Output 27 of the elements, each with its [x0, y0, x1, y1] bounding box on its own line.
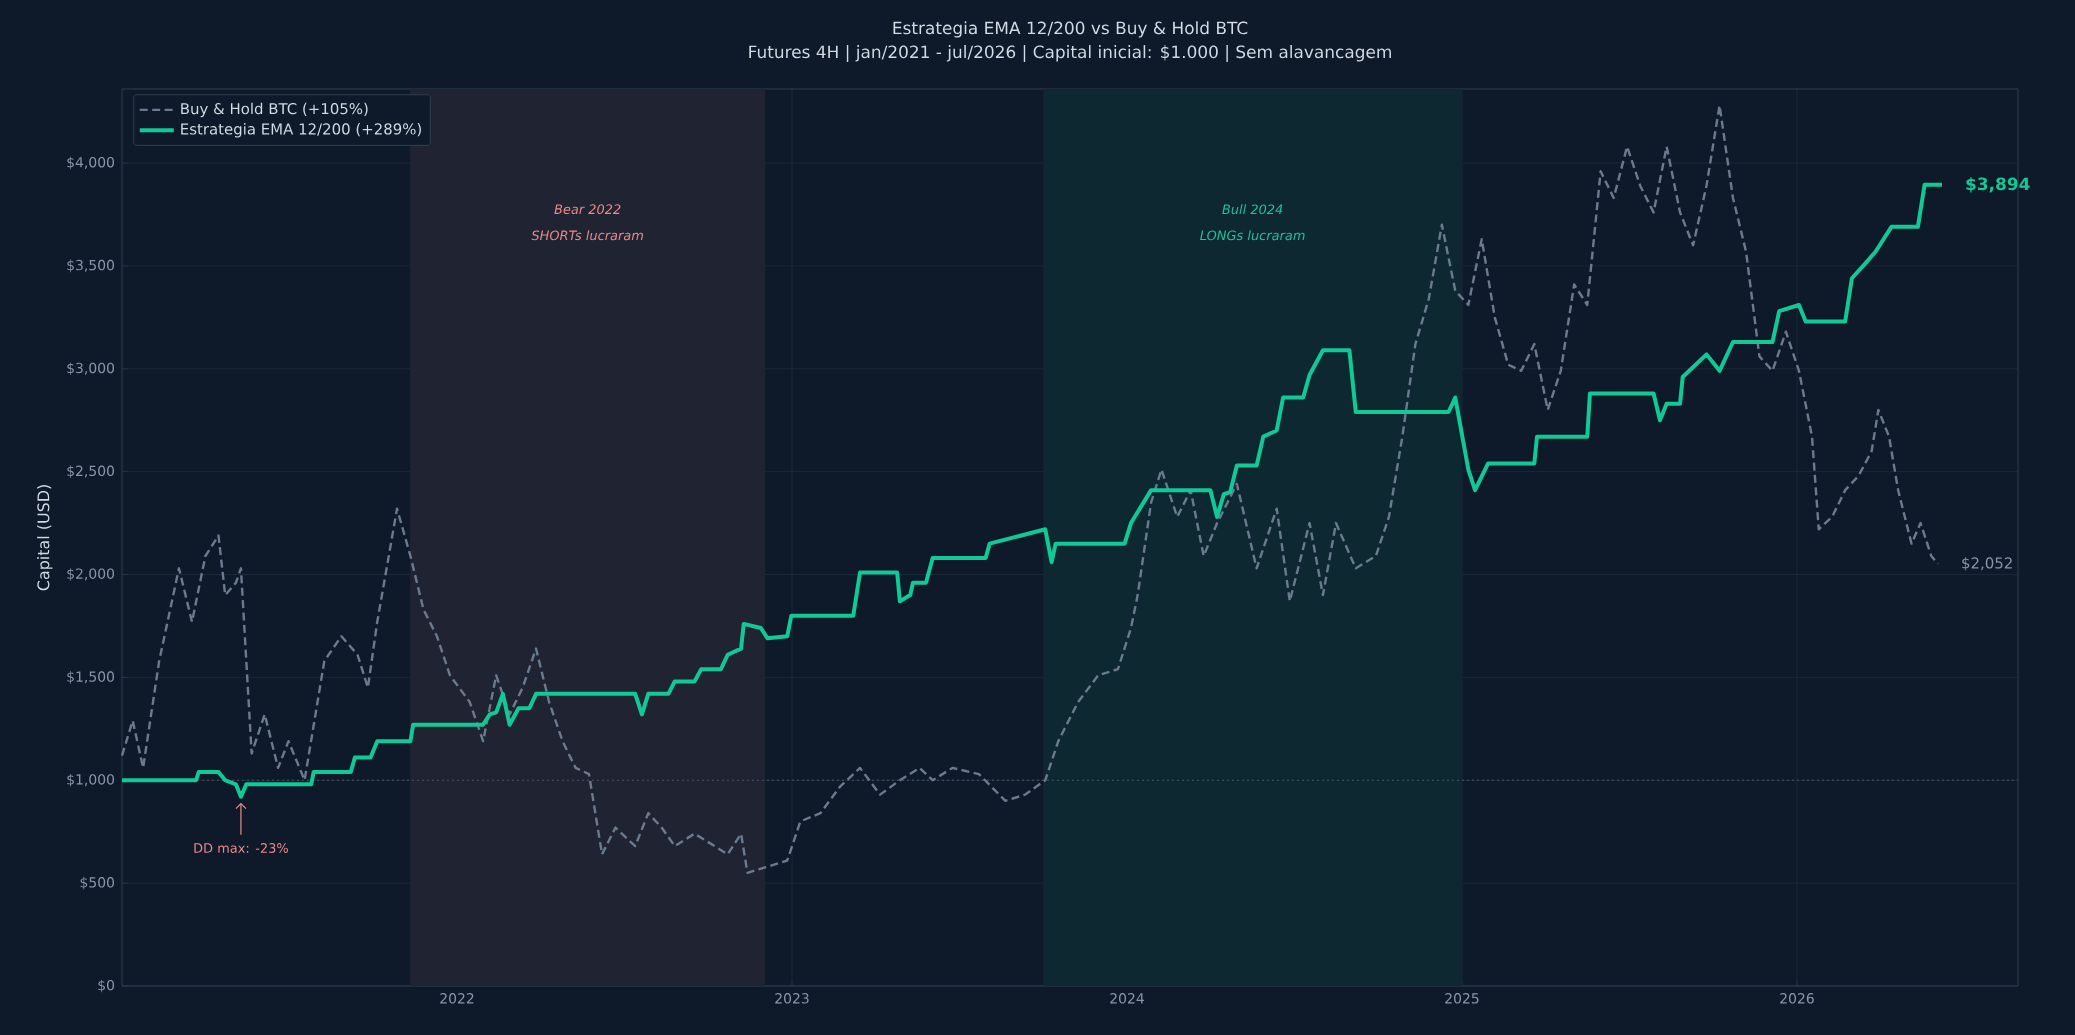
band-label: Bull 2024	[1222, 204, 1283, 215]
y-tick-label: $3,500	[67, 259, 115, 273]
x-tick-label: 2026	[1780, 993, 1814, 1004]
x-tick-label: 2025	[1445, 993, 1479, 1004]
y-tick-label: $2,500	[67, 465, 115, 478]
x-tick-label: 2024	[1110, 993, 1144, 1004]
annotation: $3,894	[1966, 177, 2030, 193]
y-axis-title: Capital (USD)	[37, 485, 53, 591]
chart-subtitle: Futures 4H | jan/2021 - jul/2026 | Capital inicial: $1.000 | Sem alavancagem	[749, 45, 1391, 62]
y-tick-label: $4,000	[67, 156, 115, 170]
y-tick-label: $0	[98, 979, 115, 993]
y-tick-label: $1,500	[67, 671, 115, 684]
annotation: DD max: -23%	[194, 843, 288, 853]
annotation: LONGs lucraram	[1200, 230, 1305, 241]
x-tick-label: 2022	[440, 993, 474, 1004]
annotation: SHORTs lucraram	[531, 230, 643, 241]
y-tick-label: $2,000	[67, 568, 115, 581]
y-tick-label: $500	[80, 876, 115, 890]
y-tick-label: $1,000	[67, 773, 115, 787]
legend-label: Buy & Hold BTC (+105%)	[181, 102, 368, 118]
y-tick-label: $3,000	[67, 362, 115, 376]
annotation: $2,052	[1962, 557, 2012, 571]
band-label: Bear 2022	[554, 204, 621, 215]
chart-title: Estrategia EMA 12/200 vs Buy & Hold BTC	[893, 21, 1248, 38]
line-series	[120, 182, 1945, 799]
x-tick-label: 2023	[775, 993, 809, 1004]
legend-label: Estrategia EMA 12/200 (+289%)	[181, 123, 421, 138]
